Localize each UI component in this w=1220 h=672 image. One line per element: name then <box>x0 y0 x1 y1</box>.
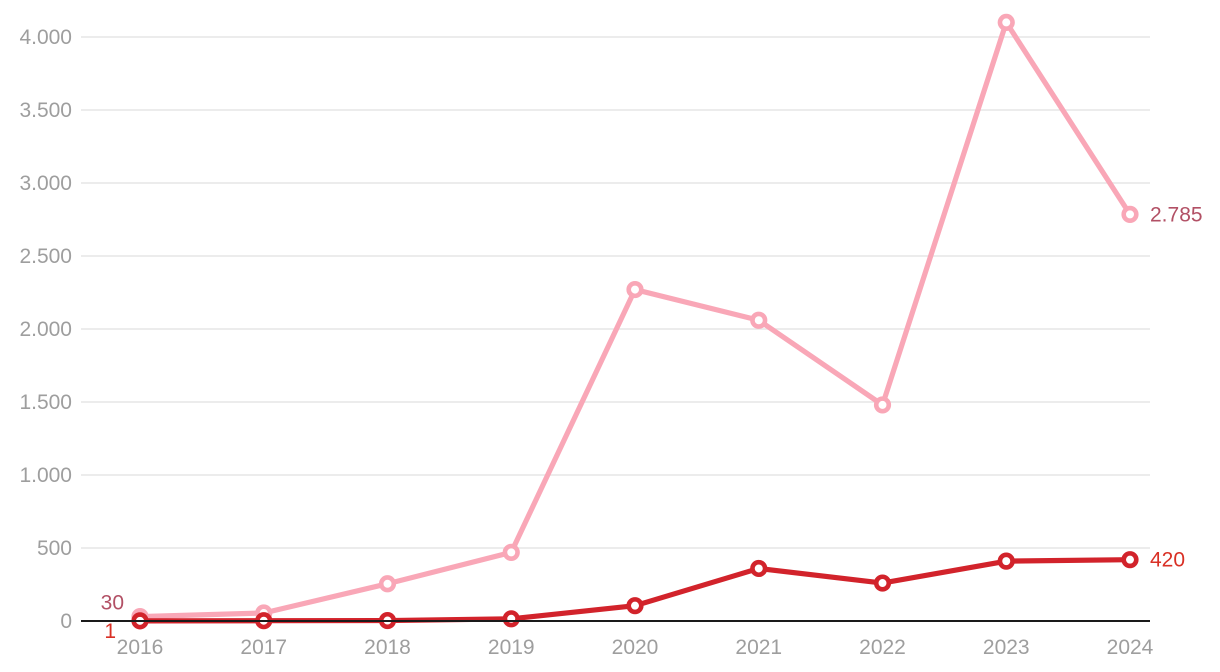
y-axis-tick-label: 1.500 <box>19 391 72 414</box>
y-axis-tick-label: 4.000 <box>19 26 72 49</box>
pink-series-point[interactable] <box>873 396 892 414</box>
y-axis-tick-label: 3.000 <box>19 172 72 195</box>
red-series-start-label: 1 <box>104 620 116 643</box>
pink-series-end-label: 2.785 <box>1150 203 1203 226</box>
pink-series-point[interactable] <box>750 311 768 329</box>
y-axis-tick-label: 1.000 <box>19 464 72 487</box>
red-series-point[interactable] <box>750 559 768 578</box>
x-axis-tick-label: 2019 <box>488 636 535 659</box>
x-axis-tick-label: 2023 <box>983 636 1030 659</box>
x-axis-tick-label: 2020 <box>612 636 659 659</box>
pink-series-point[interactable] <box>502 543 520 561</box>
y-axis-tick-label: 0 <box>60 610 72 633</box>
red-series-point[interactable] <box>997 552 1015 570</box>
y-axis-tick-label: 2.000 <box>19 318 72 341</box>
red-series-point[interactable] <box>1121 551 1139 569</box>
pink-series-point[interactable] <box>1121 205 1139 223</box>
y-axis-tick-label: 3.500 <box>19 99 72 122</box>
red-series-point[interactable] <box>626 597 644 615</box>
red-series-end-label: 420 <box>1150 549 1185 572</box>
pink-series-point[interactable] <box>997 13 1015 31</box>
y-axis-tick-label: 2.500 <box>19 245 72 268</box>
pink-series-line <box>137 19 1133 620</box>
x-axis-tick-label: 2024 <box>1107 636 1154 659</box>
red-series-point[interactable] <box>502 610 520 628</box>
y-axis-tick-label: 500 <box>37 537 72 560</box>
x-axis-tick-label: 2018 <box>364 636 411 659</box>
x-axis-tick-label: 2022 <box>859 636 906 659</box>
x-axis-tick-label: 2017 <box>240 636 287 659</box>
pink-series-point[interactable] <box>626 280 644 299</box>
pink-series-start-label: 30 <box>101 592 124 615</box>
x-axis-tick-label: 2016 <box>117 636 164 659</box>
pink-series-point[interactable] <box>378 575 397 593</box>
red-series-point[interactable] <box>873 574 892 592</box>
x-axis-tick-label: 2021 <box>735 636 782 659</box>
